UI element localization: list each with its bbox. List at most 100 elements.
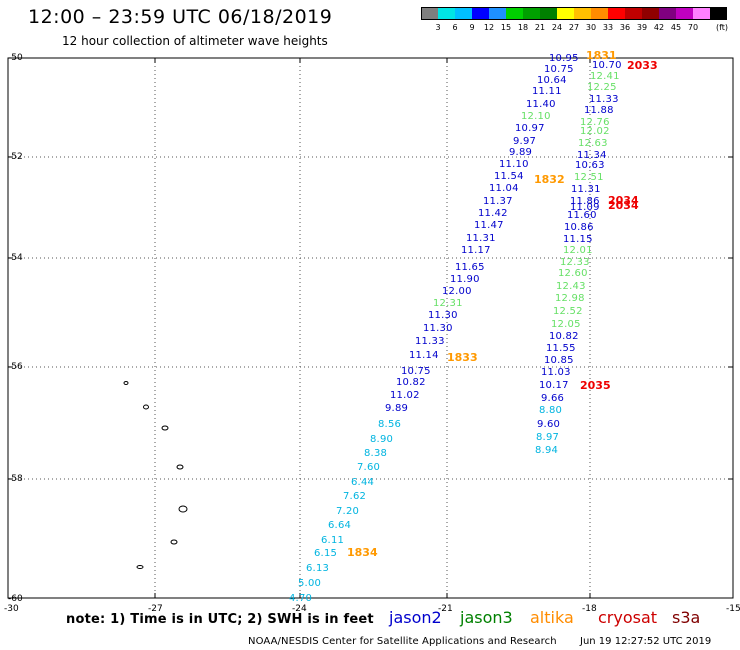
legend-swatch xyxy=(625,7,642,20)
wave-height-value: 10.64 xyxy=(537,75,567,86)
lon-label: -18 xyxy=(582,604,597,614)
legend-label: 9 xyxy=(469,23,475,32)
legend-swatch xyxy=(574,7,591,20)
legend-swatch xyxy=(421,7,438,20)
wave-height-value: 10.63 xyxy=(575,160,605,171)
time-label: 2034 xyxy=(608,194,639,207)
legend-border xyxy=(421,7,727,20)
wave-height-value: 8.38 xyxy=(364,448,388,459)
lon-label: -15 xyxy=(726,604,740,614)
legend-label: 39 xyxy=(636,23,648,32)
legend-label: 42 xyxy=(653,23,665,32)
legend-swatch xyxy=(540,7,557,20)
wave-height-value: 11.86 xyxy=(570,196,600,207)
satellite-name-altika: altika xyxy=(530,608,574,627)
map-frame xyxy=(7,57,734,599)
wave-height-value: 11.31 xyxy=(466,233,496,244)
wave-height-value: 10.17 xyxy=(539,380,569,391)
wave-height-value: 9.89 xyxy=(385,403,409,414)
wave-height-value: 9.60 xyxy=(537,419,561,430)
map-title: 12:00 – 23:59 UTC 06/18/2019 xyxy=(28,6,333,28)
island-outline xyxy=(178,505,188,513)
wave-height-value: 6.64 xyxy=(328,520,352,531)
wave-height-value: 10.82 xyxy=(396,377,426,388)
legend-unit: (ft) xyxy=(716,23,729,32)
island-outline xyxy=(143,404,149,410)
wave-height-value: 8.94 xyxy=(535,445,559,456)
wave-height-value: 11.31 xyxy=(571,184,601,195)
legend-label: 15 xyxy=(500,23,512,32)
wave-height-value: 11.88 xyxy=(584,105,614,116)
wave-height-value: 12.41 xyxy=(590,71,620,82)
wave-height-value: 11.02 xyxy=(390,390,420,401)
time-label: 1832 xyxy=(534,173,565,186)
wave-height-value: 12.31 xyxy=(433,298,463,309)
legend-label: 70 xyxy=(687,23,699,32)
satellite-name-s3a: s3a xyxy=(672,608,701,627)
wave-height-value: 11.15 xyxy=(563,234,593,245)
lat-label: -52 xyxy=(8,152,23,162)
wave-height-value: 6.13 xyxy=(306,563,330,574)
lat-label: -60 xyxy=(8,594,23,604)
legend-swatch xyxy=(676,7,693,20)
legend-swatch xyxy=(523,7,540,20)
islands xyxy=(123,381,188,569)
wave-height-value: 10.70 xyxy=(592,60,622,71)
wave-height-value: 6.11 xyxy=(321,535,345,546)
wave-height-value: 12.00 xyxy=(442,286,472,297)
wave-height-value: 10.82 xyxy=(549,331,579,342)
legend-swatch xyxy=(642,7,659,20)
time-label: 1831 xyxy=(586,49,617,62)
lon-label: -24 xyxy=(292,604,307,614)
wave-height-value: 11.40 xyxy=(526,99,556,110)
wave-height-value: 12.01 xyxy=(563,245,593,256)
wave-height-value: 11.55 xyxy=(546,343,576,354)
time-label: 1834 xyxy=(347,546,378,559)
legend-swatch xyxy=(693,7,710,20)
lat-label: -50 xyxy=(8,53,23,63)
legend-label: 6 xyxy=(452,23,458,32)
wave-height-value: 11.34 xyxy=(577,150,607,161)
legend-label: 12 xyxy=(483,23,495,32)
wave-height-value: 11.47 xyxy=(474,220,504,231)
wave-height-value: 10.95 xyxy=(549,53,579,64)
satellite-name-jason2: jason2 xyxy=(389,608,442,627)
wave-height-value: 12.98 xyxy=(555,293,585,304)
wave-height-value: 10.85 xyxy=(544,355,574,366)
wave-height-value: 12.05 xyxy=(551,319,581,330)
wave-height-value: 9.89 xyxy=(509,147,533,158)
wave-height-value: 12.52 xyxy=(553,306,583,317)
wave-height-value: 7.62 xyxy=(343,491,367,502)
legend-swatch xyxy=(710,7,727,20)
wave-height-value: 10.97 xyxy=(515,123,545,134)
legend-label: 45 xyxy=(670,23,682,32)
wave-height-value: 6.15 xyxy=(314,548,338,559)
wave-height-value: 11.42 xyxy=(478,208,508,219)
wave-height-value: 12.25 xyxy=(587,82,617,93)
wave-height-value: 8.97 xyxy=(536,432,560,443)
wave-height-value: 11.37 xyxy=(483,196,513,207)
lon-label: -30 xyxy=(4,604,19,614)
wave-height-value: 11.30 xyxy=(428,310,458,321)
island-outline xyxy=(176,464,184,470)
wave-height-value: 12.63 xyxy=(578,138,608,149)
wave-height-value: 11.17 xyxy=(461,245,491,256)
satellite-name-jason3: jason3 xyxy=(460,608,513,627)
wave-height-value: 4.70 xyxy=(289,593,313,604)
island-outline xyxy=(161,425,169,431)
wave-height-value: 11.11 xyxy=(532,86,562,97)
wave-height-value: 12.02 xyxy=(580,126,610,137)
satellite-name-cryosat: cryosat xyxy=(598,608,658,627)
lon-label: -27 xyxy=(148,604,163,614)
legend-swatch xyxy=(472,7,489,20)
wave-height-value: 8.90 xyxy=(370,434,394,445)
time-label: 1833 xyxy=(447,351,478,364)
legend-swatch xyxy=(659,7,676,20)
legend-label: 24 xyxy=(551,23,563,32)
wave-height-value: 11.03 xyxy=(541,367,571,378)
wave-height-value: 11.09 xyxy=(570,202,600,213)
lat-label: -54 xyxy=(8,253,23,263)
island-outline xyxy=(123,381,129,385)
legend-label: 18 xyxy=(517,23,529,32)
